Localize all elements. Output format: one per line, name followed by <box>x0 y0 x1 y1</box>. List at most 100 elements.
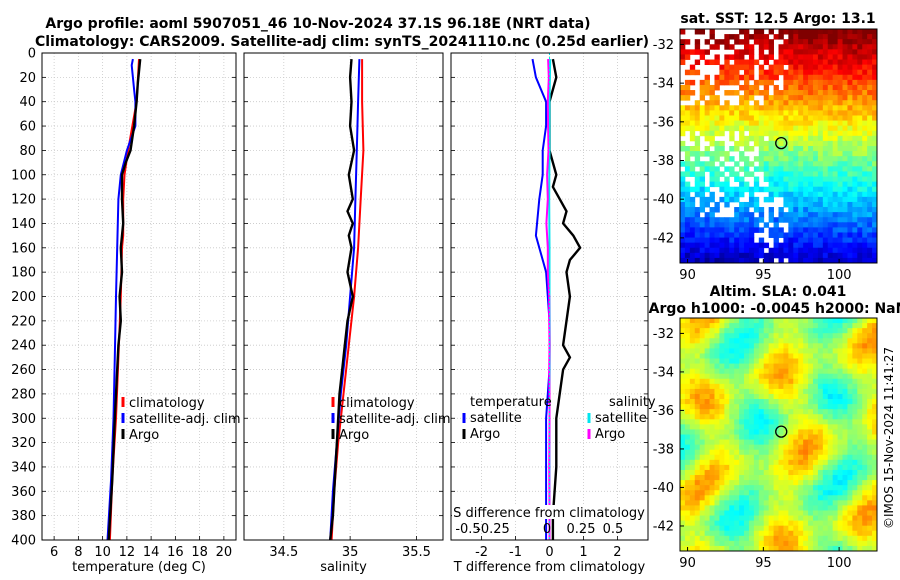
sst_map-cell <box>748 90 755 96</box>
sst_map-cell <box>714 207 720 213</box>
sst_map-cell <box>684 181 691 188</box>
sst_map-cell <box>812 120 819 127</box>
sst_map-cell <box>832 54 838 60</box>
sst_map-cell <box>699 222 706 228</box>
sst_map-cell <box>724 176 730 183</box>
sst_map-cell <box>842 125 848 132</box>
sst_map-cell <box>798 201 804 208</box>
sla_map-cell <box>694 520 701 527</box>
sst_map-cell <box>842 64 848 71</box>
sla_map-cell <box>758 510 765 516</box>
sst_map-cell <box>778 242 784 249</box>
sst_map-cell <box>793 135 799 142</box>
sla_map-cell <box>719 429 725 435</box>
sla_map-cell <box>694 343 701 349</box>
sla_map-cell <box>689 520 696 527</box>
sla_map-cell <box>719 439 725 446</box>
sla_map-cell <box>734 515 740 522</box>
sla_map-cell <box>680 368 686 375</box>
sla_map-cell <box>729 485 735 491</box>
sla_map-cell <box>852 510 858 516</box>
sla_map-cell <box>709 530 715 537</box>
sst_map-cell <box>862 166 868 172</box>
sla_map-cell <box>699 535 706 542</box>
sst_map-cell <box>822 186 829 193</box>
sla_map-cell <box>798 373 804 380</box>
sst_map-cell <box>788 64 794 71</box>
sst_map-cell <box>744 34 750 40</box>
sst_map-cell <box>709 232 715 238</box>
sla_map-cell <box>734 318 740 324</box>
sla_map-cell <box>778 409 784 415</box>
sst_map-cell <box>739 130 745 137</box>
sst_map-cell <box>739 120 745 127</box>
sla_map-cell <box>827 485 834 491</box>
sla_map-cell <box>847 358 853 364</box>
sla_map-cell <box>729 454 735 461</box>
sla_map-cell <box>817 404 824 410</box>
sst_map-cell <box>724 237 730 244</box>
sla_map-cell <box>699 464 706 471</box>
sla_map-cell <box>808 323 814 329</box>
sla_map-cell <box>699 343 706 349</box>
sla_map-cell <box>744 378 750 385</box>
sst_map-cell <box>837 105 843 111</box>
sla_map-cell <box>773 454 779 461</box>
sla_map-cell <box>808 338 814 344</box>
sla_map-cell <box>768 545 774 552</box>
sst_map-cell <box>714 176 720 183</box>
sst_map-cell <box>852 186 858 193</box>
sst_map-cell <box>832 90 838 96</box>
sla_map-cell <box>783 363 789 370</box>
sst_map-cell <box>783 130 789 137</box>
sla_map-cell <box>714 495 720 501</box>
sla_map-cell <box>842 525 848 532</box>
sst_map-cell <box>778 64 784 71</box>
sla-map-title-line1: Altim. SLA: 0.041 <box>710 284 847 300</box>
sla_map-cell <box>734 469 740 476</box>
sst_map-cell <box>704 222 710 228</box>
sla_map-cell <box>758 373 765 380</box>
sst_map-cell <box>699 125 706 132</box>
sla_map-cell <box>709 368 715 375</box>
sla_map-cell <box>694 475 701 481</box>
sla_map-cell <box>822 525 829 532</box>
sst_map-cell <box>684 39 691 45</box>
sst_map-cell <box>842 176 848 183</box>
sla_map-cell <box>763 338 770 344</box>
sla_map-cell <box>798 414 804 420</box>
sla_map-cell <box>862 378 868 385</box>
sla_map-cell <box>867 409 873 415</box>
sst_map-cell <box>748 247 755 254</box>
sla_map-cell <box>748 525 755 532</box>
sla_map-cell <box>832 545 838 552</box>
sla_map-cell <box>803 540 809 547</box>
sst_map-cell <box>788 227 794 233</box>
sst_map-cell <box>872 257 878 264</box>
sst_map-cell <box>847 201 853 208</box>
sla_map-cell <box>803 459 809 466</box>
legend-label-sal-argo: Argo <box>595 427 625 442</box>
sla_map-cell <box>837 434 843 440</box>
sst_map-cell <box>684 151 691 157</box>
sla_map-cell <box>862 338 868 344</box>
sst_map-cell <box>842 105 848 111</box>
sla_map-cell <box>798 464 804 471</box>
sst_map-cell <box>793 257 799 264</box>
sla_map-cell <box>739 454 745 461</box>
sst_map-cell <box>714 171 720 177</box>
sst_map-cell <box>803 90 809 96</box>
sla_map-cell <box>709 318 715 324</box>
sla_map-cell <box>709 373 715 380</box>
sla_map-cell <box>768 459 774 466</box>
sst_map-cell <box>832 181 838 188</box>
sla_map-cell <box>684 434 691 440</box>
sst_map-cell <box>862 130 868 137</box>
sst_map-cell <box>817 257 824 264</box>
sla_map-cell <box>812 545 819 552</box>
sst_map-cell <box>758 135 765 142</box>
sst_map-cell <box>724 120 730 127</box>
sla_map-cell <box>867 464 873 471</box>
sst_map-cell <box>689 79 696 86</box>
sla_map-cell <box>803 363 809 370</box>
